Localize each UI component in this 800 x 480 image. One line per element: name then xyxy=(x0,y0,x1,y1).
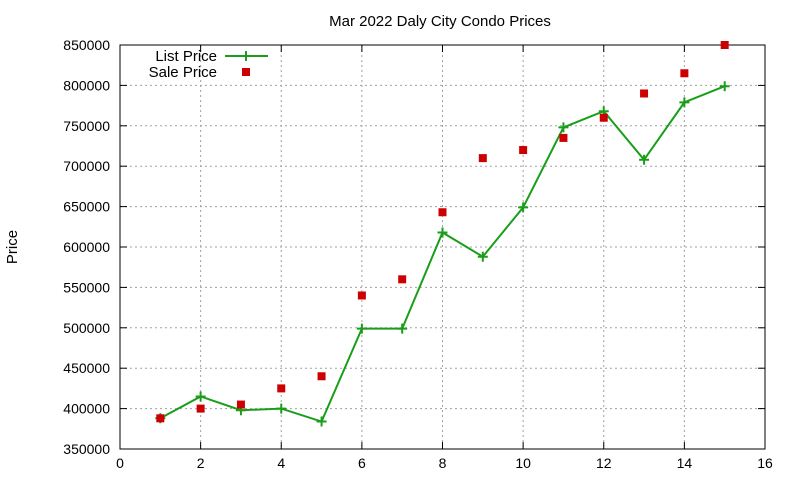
y-tick-label: 450000 xyxy=(63,360,110,376)
sale-price-point xyxy=(357,291,366,300)
y-tick-label: 400000 xyxy=(63,401,110,417)
x-tick-label: 10 xyxy=(515,455,531,471)
list-price-point xyxy=(719,81,730,92)
list-price-point xyxy=(518,202,529,213)
sale-price-point xyxy=(156,414,165,423)
legend-label-sale-price: Sale Price xyxy=(149,64,217,81)
x-tick-label: 0 xyxy=(116,455,124,471)
list-price-point xyxy=(356,323,367,334)
sale-price-point xyxy=(519,146,528,155)
y-axis-label: Price xyxy=(4,230,21,264)
x-tick-label: 16 xyxy=(757,455,773,471)
x-tick-label: 4 xyxy=(277,455,285,471)
series-layer xyxy=(155,41,730,427)
list-price-point xyxy=(437,227,448,238)
sale-price-point xyxy=(640,89,649,98)
y-tick-label: 350000 xyxy=(63,441,110,457)
sale-price-point xyxy=(236,400,245,409)
legend-label-list-price: List Price xyxy=(155,48,217,65)
y-tick-label: 500000 xyxy=(63,320,110,336)
sale-price-point xyxy=(559,133,568,142)
tick-labels: 0 2 4 6 8 10 12 14 16 350000 400000 450000 500000 550… xyxy=(63,37,773,471)
list-price-point xyxy=(477,251,488,262)
sale-price-point xyxy=(478,154,487,163)
y-tick-label: 700000 xyxy=(63,158,110,174)
x-tick-label: 14 xyxy=(677,455,693,471)
x-tick-label: 8 xyxy=(439,455,447,471)
sale-price-point xyxy=(398,275,407,284)
sale-price-point xyxy=(680,69,689,78)
grid-lines xyxy=(120,45,765,449)
chart-title: Mar 2022 Daly City Condo Prices xyxy=(329,13,551,30)
y-tick-label: 800000 xyxy=(63,77,110,93)
list-price-point xyxy=(276,403,287,414)
list-price-point xyxy=(316,416,327,427)
axis-ticks xyxy=(119,44,766,450)
y-tick-label: 850000 xyxy=(63,37,110,53)
list-price-point xyxy=(639,154,650,165)
sale-price-point xyxy=(196,404,205,413)
sale-price-point xyxy=(438,208,447,217)
list-price-point xyxy=(679,97,690,108)
sale-price-point xyxy=(720,41,729,49)
x-tick-label: 12 xyxy=(596,455,612,471)
y-tick-label: 600000 xyxy=(63,239,110,255)
legend: List Price Sale Price xyxy=(149,48,268,81)
list-price-point xyxy=(195,391,206,402)
list-price-point xyxy=(558,122,569,133)
sale-price-point xyxy=(599,113,608,122)
y-tick-label: 750000 xyxy=(63,118,110,134)
legend-sample-sale-price xyxy=(242,68,250,76)
legend-sample-list-price-marker xyxy=(241,51,251,61)
y-tick-label: 650000 xyxy=(63,199,110,215)
sale-price-point xyxy=(277,384,286,393)
x-tick-label: 6 xyxy=(358,455,366,471)
list-price-point xyxy=(397,323,408,334)
y-tick-label: 550000 xyxy=(63,279,110,295)
sale-price-point xyxy=(317,372,326,381)
x-tick-label: 2 xyxy=(197,455,205,471)
